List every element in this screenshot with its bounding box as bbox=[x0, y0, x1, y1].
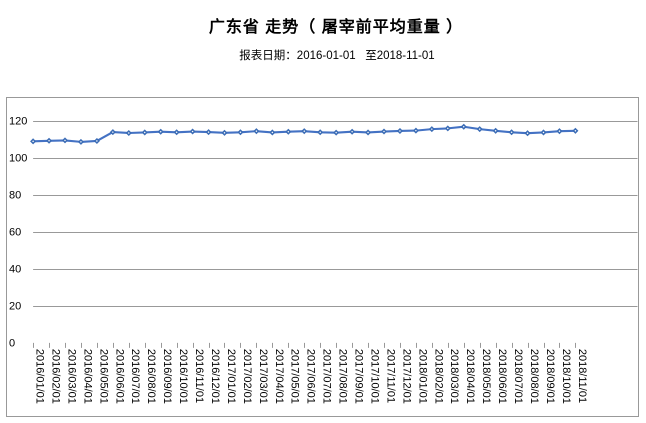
svg-text:2016/01/01: 2016/01/01 bbox=[34, 349, 46, 404]
svg-text:2018/10/01: 2018/10/01 bbox=[560, 349, 572, 404]
svg-text:40: 40 bbox=[9, 263, 21, 275]
svg-text:2018/07/01: 2018/07/01 bbox=[512, 349, 524, 404]
svg-text:60: 60 bbox=[9, 226, 21, 238]
svg-text:2017/07/01: 2017/07/01 bbox=[321, 349, 333, 404]
svg-text:120: 120 bbox=[9, 115, 27, 127]
svg-text:2016/07/01: 2016/07/01 bbox=[129, 349, 141, 404]
svg-text:80: 80 bbox=[9, 189, 21, 201]
svg-text:2017/05/01: 2017/05/01 bbox=[289, 349, 301, 404]
svg-text:2018/01/01: 2018/01/01 bbox=[416, 349, 428, 404]
svg-text:2016/12/01: 2016/12/01 bbox=[209, 349, 221, 404]
svg-text:100: 100 bbox=[9, 152, 27, 164]
svg-text:2016/05/01: 2016/05/01 bbox=[97, 349, 109, 404]
svg-text:2018/11/01: 2018/11/01 bbox=[576, 349, 588, 403]
svg-text:2017/04/01: 2017/04/01 bbox=[273, 349, 285, 404]
svg-text:20: 20 bbox=[9, 300, 21, 312]
svg-text:2016/03/01: 2016/03/01 bbox=[65, 349, 77, 404]
svg-text:2018/08/01: 2018/08/01 bbox=[528, 349, 540, 404]
svg-text:2017/09/01: 2017/09/01 bbox=[353, 349, 365, 404]
svg-text:2017/10/01: 2017/10/01 bbox=[368, 349, 380, 404]
svg-text:2016/09/01: 2016/09/01 bbox=[161, 349, 173, 404]
svg-text:2016/06/01: 2016/06/01 bbox=[113, 349, 125, 404]
svg-text:2016/04/01: 2016/04/01 bbox=[81, 349, 93, 404]
svg-text:2018/04/01: 2018/04/01 bbox=[464, 349, 476, 404]
svg-text:2016/11/01: 2016/11/01 bbox=[193, 349, 205, 403]
svg-text:2016/02/01: 2016/02/01 bbox=[49, 349, 61, 404]
svg-text:2017/08/01: 2017/08/01 bbox=[337, 349, 349, 404]
svg-text:2017/03/01: 2017/03/01 bbox=[257, 349, 269, 404]
svg-text:2017/12/01: 2017/12/01 bbox=[400, 349, 412, 404]
svg-text:2018/09/01: 2018/09/01 bbox=[544, 349, 556, 404]
svg-text:2018/02/01: 2018/02/01 bbox=[432, 349, 444, 404]
svg-text:2016/10/01: 2016/10/01 bbox=[177, 349, 189, 404]
svg-text:2018/03/01: 2018/03/01 bbox=[448, 349, 460, 404]
svg-text:2017/11/01: 2017/11/01 bbox=[384, 349, 396, 403]
svg-text:2017/02/01: 2017/02/01 bbox=[241, 349, 253, 404]
svg-text:2017/06/01: 2017/06/01 bbox=[305, 349, 317, 404]
svg-text:2018/05/01: 2018/05/01 bbox=[480, 349, 492, 404]
svg-text:0: 0 bbox=[9, 337, 15, 349]
svg-text:2018/06/01: 2018/06/01 bbox=[496, 349, 508, 404]
svg-text:2016/08/01: 2016/08/01 bbox=[145, 349, 157, 404]
svg-text:2017/01/01: 2017/01/01 bbox=[225, 349, 237, 404]
